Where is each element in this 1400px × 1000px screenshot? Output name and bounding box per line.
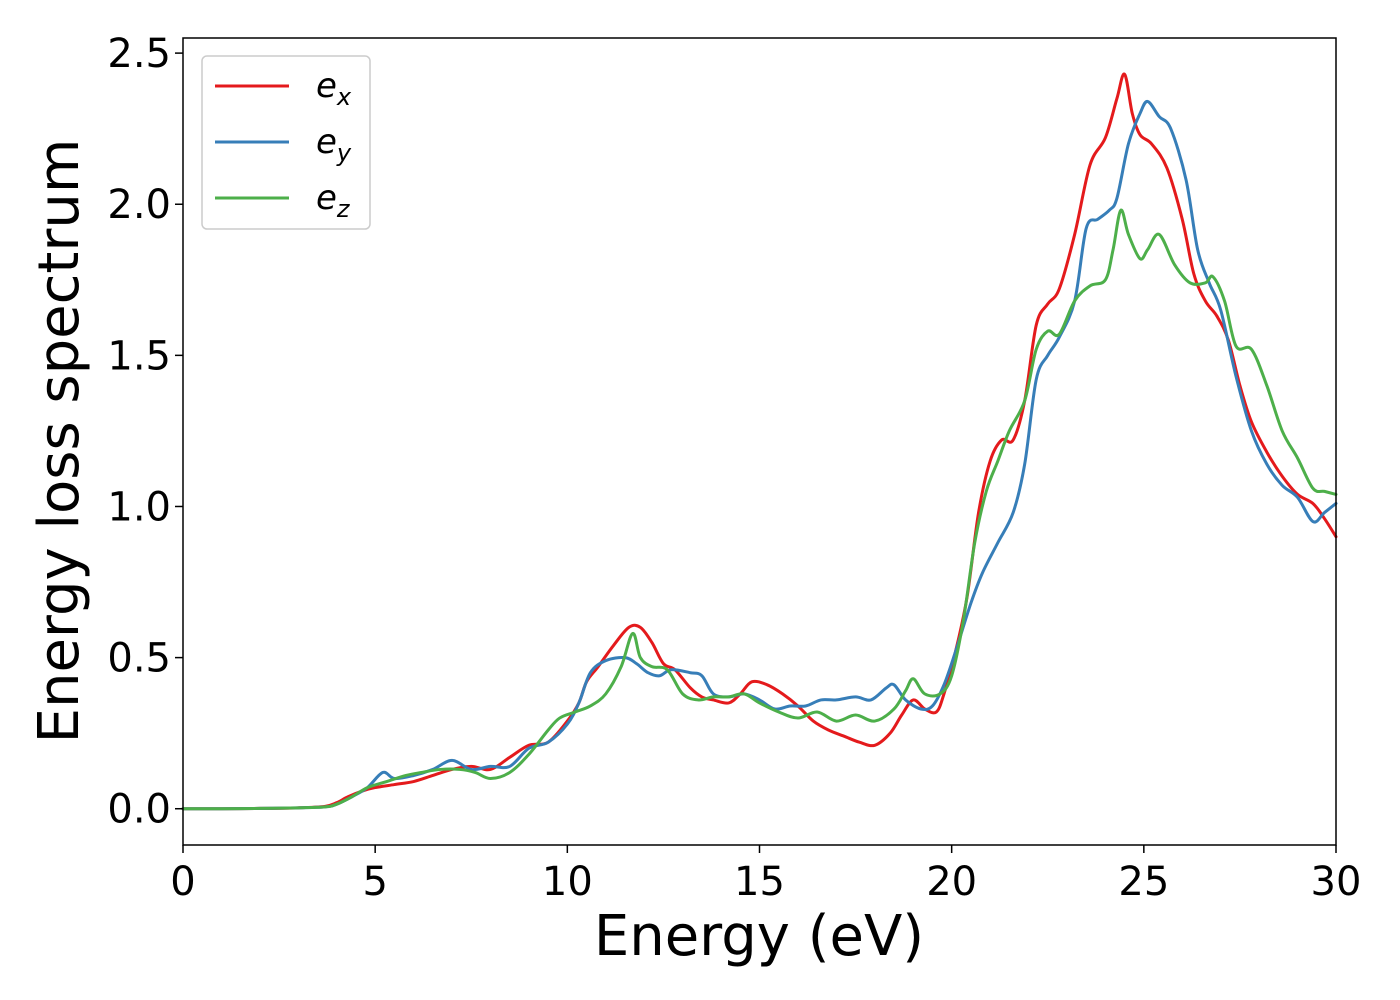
x-tick-label: 25 (1118, 859, 1169, 905)
y-tick-label: 2.0 (107, 182, 171, 228)
x-tick-label: 30 (1311, 859, 1362, 905)
series-line-ez (181, 208, 1338, 811)
y-tick-label: 2.5 (107, 31, 171, 77)
legend-label-ez: ez (316, 178, 351, 223)
legend: ex ey ez (201, 55, 371, 230)
x-tick-label: 0 (170, 859, 195, 905)
x-axis-title: Energy (eV) (594, 904, 924, 969)
y-tick-label: 0.0 (107, 787, 171, 833)
y-tick-label: 0.5 (107, 636, 171, 682)
series-layer (181, 72, 1338, 811)
x-tick-label: 10 (542, 859, 593, 905)
legend-label-ex: ex (316, 66, 352, 111)
ticks-layer: 0 5 10 15 20 25 30 0.0 0.5 1.0 1.5 2.0 2.5 (107, 31, 1361, 905)
legend-items: ex ey ez (215, 66, 352, 223)
y-tick-label: 1.0 (107, 484, 171, 530)
y-tick-label: 1.5 (107, 333, 171, 379)
legend-label-ey: ey (316, 122, 352, 167)
x-tick-label: 15 (734, 859, 785, 905)
y-axis-title: Energy loss spectrum (27, 139, 92, 744)
series-line-ex (181, 72, 1338, 811)
series-line-ey (181, 99, 1338, 811)
x-tick-label: 20 (926, 859, 977, 905)
x-tick-label: 5 (362, 859, 387, 905)
